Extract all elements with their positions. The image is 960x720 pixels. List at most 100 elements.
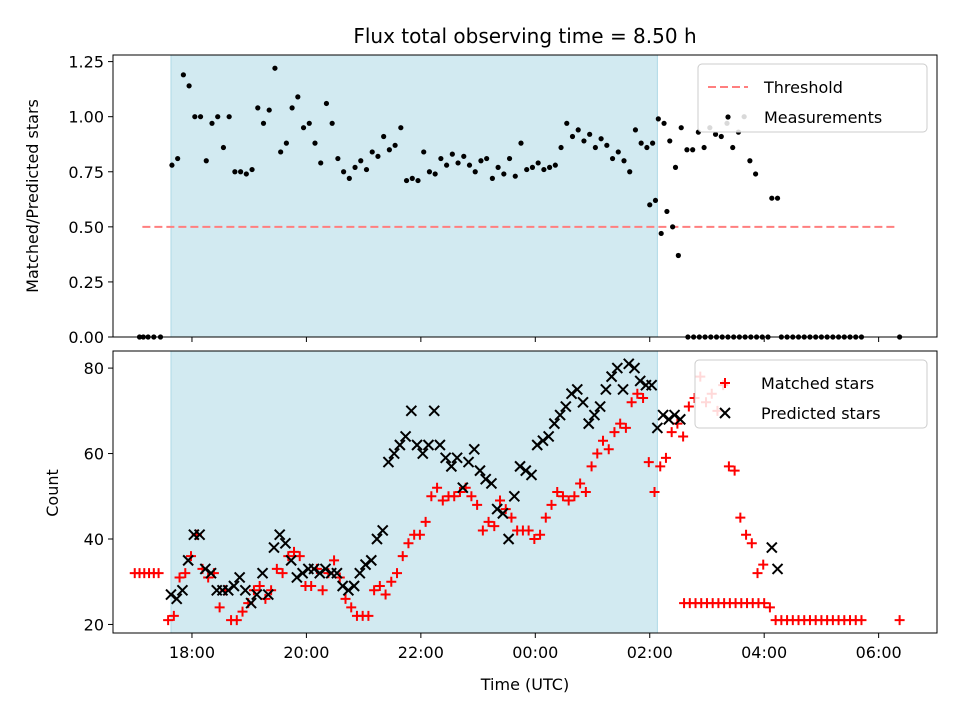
measurement-point bbox=[363, 166, 370, 173]
measurement-point bbox=[581, 138, 587, 144]
predicted-star-point bbox=[605, 370, 618, 383]
predicted-star-point bbox=[399, 430, 412, 443]
predicted-star-point bbox=[359, 558, 372, 571]
predicted-star-point bbox=[497, 507, 509, 520]
matched-star-point bbox=[477, 525, 488, 536]
matched-star-point bbox=[289, 546, 300, 557]
matched-star-point bbox=[752, 568, 763, 579]
predicted-star-point bbox=[439, 452, 452, 464]
measurement-point bbox=[575, 127, 581, 133]
predicted-star-point bbox=[394, 439, 406, 451]
predicted-star-point bbox=[651, 422, 664, 434]
predicted-star-point bbox=[594, 400, 606, 413]
y-axis-label-top: Matched/Predicted stars bbox=[23, 99, 42, 293]
predicted-star-point bbox=[331, 567, 343, 579]
matched-star-point bbox=[557, 491, 568, 502]
matched-star-point bbox=[340, 593, 351, 604]
predicted-star-point bbox=[411, 439, 423, 451]
measurement-point bbox=[690, 147, 696, 153]
predicted-star-point bbox=[657, 409, 669, 421]
measurement-point bbox=[652, 197, 659, 204]
measurement-point bbox=[587, 131, 593, 137]
predicted-star-point bbox=[182, 554, 194, 567]
predicted-star-point bbox=[537, 435, 549, 447]
matched-star-point bbox=[666, 427, 677, 438]
matched-star-point bbox=[231, 615, 242, 626]
x-tick-label: 04:00 bbox=[741, 643, 787, 662]
measurement-point bbox=[655, 116, 661, 122]
x-tick-label: 22:00 bbox=[398, 643, 444, 662]
y-tick-label: 20 bbox=[84, 615, 104, 634]
measurement-point bbox=[684, 147, 690, 153]
predicted-star-point bbox=[239, 584, 252, 596]
predicted-star-point bbox=[371, 533, 383, 545]
predicted-star-point bbox=[365, 554, 377, 567]
predicted-star-point bbox=[348, 580, 360, 592]
matched-star-point bbox=[569, 491, 580, 502]
predicted-star-point bbox=[485, 477, 498, 490]
measurement-point bbox=[341, 169, 347, 175]
measurement-point bbox=[753, 171, 759, 177]
matched-star-point bbox=[759, 598, 770, 609]
matched-star-point bbox=[174, 572, 185, 583]
measurement-point bbox=[672, 164, 679, 170]
measurement-point bbox=[541, 166, 547, 173]
predicted-star-point bbox=[542, 430, 555, 443]
predicted-star-point bbox=[228, 580, 240, 592]
predicted-star-point bbox=[582, 417, 595, 430]
matched-star-point bbox=[346, 602, 357, 613]
predicted-star-point bbox=[388, 447, 400, 460]
measurement-point bbox=[260, 120, 267, 126]
measurement-point bbox=[661, 120, 667, 126]
legend-label: Predicted stars bbox=[761, 404, 881, 423]
matched-star-point bbox=[317, 585, 328, 596]
predicted-star-point bbox=[645, 379, 658, 391]
measurement-point bbox=[664, 208, 670, 215]
matched-star-point bbox=[414, 529, 425, 540]
matched-star-point bbox=[369, 585, 380, 596]
y-tick-label: 0.75 bbox=[68, 163, 104, 182]
observing-window-shade bbox=[170, 54, 658, 338]
predicted-star-point bbox=[422, 439, 435, 451]
measurement-point bbox=[243, 171, 249, 177]
measurement-point bbox=[615, 149, 621, 155]
matched-star-point bbox=[546, 499, 557, 510]
matched-star-point bbox=[168, 610, 179, 621]
y-tick-label: 0.50 bbox=[68, 218, 104, 237]
matched-star-point bbox=[603, 444, 614, 455]
measurement-point bbox=[564, 120, 570, 126]
predicted-star-point bbox=[611, 362, 624, 374]
measurement-point bbox=[232, 169, 238, 175]
measurement-point bbox=[421, 149, 427, 155]
measurement-point bbox=[506, 155, 513, 162]
matched-star-point bbox=[529, 534, 540, 544]
matched-star-point bbox=[495, 495, 506, 506]
predicted-star-point bbox=[291, 571, 303, 584]
measurement-point bbox=[598, 136, 604, 142]
matched-star-point bbox=[580, 487, 591, 497]
measurement-point bbox=[461, 153, 467, 159]
measurement-point bbox=[489, 175, 495, 181]
measurement-point bbox=[501, 171, 507, 177]
matched-star-point bbox=[764, 602, 775, 613]
measurement-point bbox=[249, 166, 255, 173]
predicted-star-point bbox=[308, 563, 320, 575]
legend-box bbox=[694, 359, 928, 429]
measurement-point bbox=[747, 158, 753, 164]
predicted-star-point bbox=[468, 443, 480, 455]
measurement-point bbox=[675, 252, 681, 259]
predicted-star-point bbox=[405, 405, 418, 417]
matched-star-point bbox=[758, 559, 769, 570]
measurement-point bbox=[569, 133, 576, 140]
predicted-star-point bbox=[514, 460, 526, 473]
measurement-point bbox=[192, 114, 198, 120]
measurement-point bbox=[278, 149, 284, 155]
predicted-star-point bbox=[205, 567, 217, 579]
predicted-star-point bbox=[491, 503, 503, 515]
measurement-point bbox=[547, 164, 553, 170]
measurement-point bbox=[701, 144, 707, 151]
ratio-panel: 0.00 0.25 0.50 0.75 1.00 1.25 Threshold Measure… bbox=[68, 53, 938, 347]
predicted-star-point bbox=[428, 405, 440, 417]
measurement-point bbox=[306, 120, 312, 126]
predicted-star-point bbox=[634, 375, 646, 387]
